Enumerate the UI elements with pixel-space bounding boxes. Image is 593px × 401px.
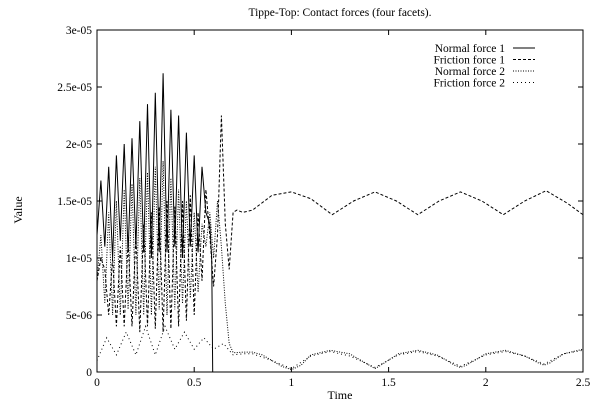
y-tick-label: 5e-06 <box>66 310 92 322</box>
x-tick-label: 0.5 <box>187 377 202 389</box>
y-axis-label: Value <box>11 196 25 223</box>
x-axis-label: Time <box>328 388 353 401</box>
y-tick-label: 3e-05 <box>66 25 92 37</box>
y-tick-label: 0 <box>86 367 92 379</box>
x-tick-label: 1.5 <box>381 377 396 389</box>
x-tick-label: 2 <box>483 377 489 389</box>
legend-label-4: Friction force 2 <box>433 78 505 90</box>
series-line-2 <box>96 115 584 333</box>
series-line-4 <box>96 324 584 370</box>
legend-label-3: Normal force 2 <box>435 66 505 78</box>
y-tick-label: 1e-05 <box>66 253 92 265</box>
series-lines <box>96 73 584 373</box>
series-line-3 <box>96 161 584 371</box>
x-tick-label: 1 <box>289 377 295 389</box>
y-tick-label: 2.5e-05 <box>57 82 92 94</box>
y-tick-label: 2e-05 <box>66 139 92 151</box>
plot-frame <box>96 29 584 373</box>
chart-title: Tippe-Top: Contact forces (four facets). <box>248 7 431 19</box>
x-tick-label: 0 <box>94 377 100 389</box>
y-tick-label: 1.5e-05 <box>57 196 92 208</box>
legend-label-1: Normal force 1 <box>435 43 505 55</box>
series-line-1 <box>96 73 583 373</box>
legend-label-2: Friction force 1 <box>433 55 505 67</box>
x-tick-label: 2.5 <box>576 377 591 389</box>
